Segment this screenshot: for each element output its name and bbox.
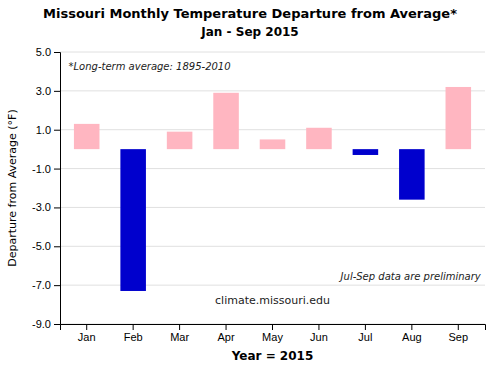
- grid-line: [60, 129, 485, 130]
- y-tick-mark: [54, 246, 60, 247]
- y-tick-label: -9.0: [32, 318, 51, 330]
- y-tick-mark: [54, 285, 60, 286]
- y-tick-label: -1.0: [32, 163, 51, 175]
- x-tick-label: May: [262, 331, 283, 343]
- grid-line: [60, 90, 485, 91]
- x-tick-mark: [365, 324, 366, 330]
- x-tick: Aug: [402, 324, 422, 343]
- x-tick-label: Feb: [124, 331, 143, 343]
- y-tick-label: 1.0: [36, 124, 51, 136]
- y-tick: 5.0: [36, 46, 60, 58]
- chart: Missouri Monthly Temperature Departure f…: [0, 0, 500, 370]
- bar: [306, 128, 332, 149]
- x-tick: Apr: [217, 324, 234, 343]
- annotation: *Long-term average: 1895-2010: [69, 61, 231, 72]
- x-tick-mark: [318, 324, 319, 330]
- x-tick: Jan: [78, 324, 96, 343]
- y-tick-label: -3.0: [32, 201, 51, 213]
- annotation: Jul-Sep data are preliminary: [339, 271, 482, 282]
- grid-line: [60, 52, 485, 53]
- y-axis-title: Departure from Average (°F): [6, 109, 19, 267]
- x-tick-mark: [133, 324, 134, 330]
- x-axis-line: [61, 325, 486, 331]
- x-tick-mark: [458, 324, 459, 330]
- y-tick: -7.0: [32, 279, 60, 291]
- x-tick-label: Jan: [78, 331, 96, 343]
- y-tick-label: -5.0: [32, 240, 51, 252]
- y-axis: -9.0 -7.0 -5.0 -3.0 -1.0 1.0 3.0 5.0: [32, 46, 60, 330]
- grid: [60, 52, 485, 324]
- y-tick-label: -7.0: [32, 279, 51, 291]
- bar: [260, 139, 286, 149]
- bar: [353, 149, 379, 155]
- y-tick: -5.0: [32, 240, 60, 252]
- x-tick: May: [262, 324, 283, 343]
- y-tick: -9.0: [32, 318, 60, 330]
- y-tick: -1.0: [32, 163, 60, 175]
- bar: [74, 124, 100, 149]
- x-tick-label: Sep: [449, 331, 469, 343]
- x-tick-label: Mar: [170, 331, 189, 343]
- x-tick: Feb: [124, 324, 143, 343]
- x-tick-mark: [272, 324, 273, 330]
- bar: [399, 149, 425, 200]
- x-tick-label: Aug: [402, 331, 422, 343]
- bar: [167, 132, 193, 149]
- bar: [213, 93, 239, 149]
- x-tick: Jul: [358, 324, 372, 343]
- x-tick: Sep: [449, 324, 469, 343]
- x-tick-label: Jun: [310, 331, 328, 343]
- y-tick: 3.0: [36, 85, 60, 97]
- bar: [120, 149, 146, 291]
- title: Missouri Monthly Temperature Departure f…: [43, 6, 457, 21]
- y-tick-mark: [54, 52, 60, 53]
- y-tick-mark: [54, 130, 60, 131]
- x-tick: Mar: [170, 324, 189, 343]
- y-tick-label: 3.0: [36, 85, 51, 97]
- x-axis: Jan Feb Mar Apr May Jun Jul Aug Sep: [61, 324, 486, 343]
- x-tick-mark: [411, 324, 412, 330]
- x-tick-label: Jul: [358, 331, 372, 343]
- y-tick: 1.0: [36, 124, 60, 136]
- y-tick-mark: [54, 207, 60, 208]
- x-tick-mark: [226, 324, 227, 330]
- annotation: climate.missouri.edu: [215, 294, 330, 307]
- bar: [446, 87, 472, 149]
- x-tick-mark: [179, 324, 180, 330]
- x-tick-mark: [86, 324, 87, 330]
- y-axis-line: [54, 53, 61, 325]
- y-tick: -3.0: [32, 201, 60, 213]
- x-axis-title: Year = 2015: [231, 349, 314, 363]
- x-tick: Jun: [310, 324, 328, 343]
- y-tick-label: 5.0: [36, 46, 51, 58]
- y-tick-mark: [54, 324, 60, 325]
- bars: [74, 87, 471, 291]
- annotations: *Long-term average: 1895-2010 Jul-Sep dat…: [69, 61, 482, 307]
- y-tick-mark: [54, 91, 60, 92]
- plot: -9.0 -7.0 -5.0 -3.0 -1.0 1.0 3.0 5.0 Jan Feb Mar Ap…: [32, 46, 485, 343]
- x-tick-label: Apr: [217, 331, 234, 343]
- y-tick-mark: [54, 169, 60, 170]
- subtitle: Jan - Sep 2015: [200, 25, 298, 39]
